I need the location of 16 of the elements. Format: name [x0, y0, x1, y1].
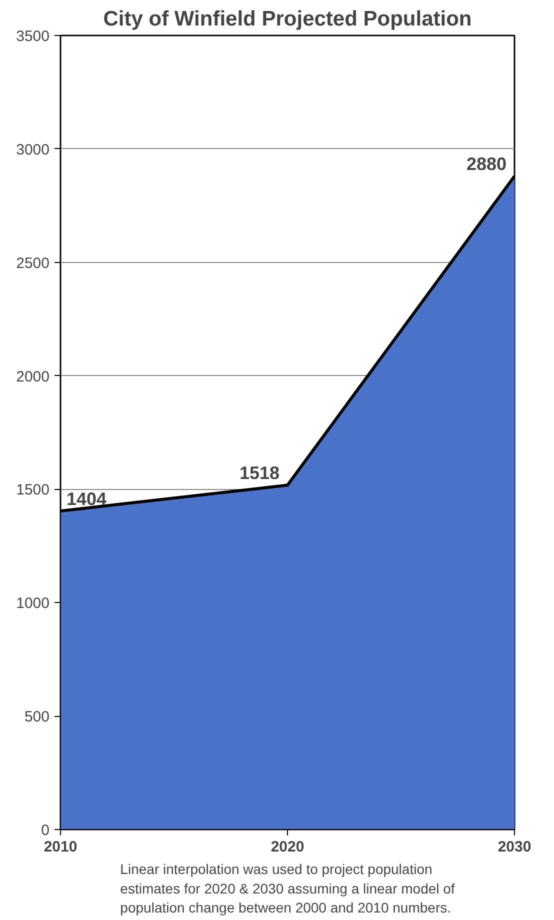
y-tick-label: 1500: [16, 482, 50, 499]
y-tick-label: 0: [41, 822, 50, 839]
chart-title: City of Winfield Projected Population: [103, 8, 472, 30]
y-tick-label: 2000: [16, 368, 50, 386]
y-tick-label: 500: [24, 708, 50, 726]
data-label: 2880: [466, 154, 507, 174]
y-tick-label: 3000: [16, 141, 50, 158]
x-tick-label: 2020: [270, 838, 304, 856]
x-tick-label: 2030: [498, 838, 532, 856]
y-tick-label: 3500: [16, 28, 50, 45]
text: Linear interpolation was used to project population estimates for 2020 & 2030 assuming a linear model of population change between 2000 and 2010 numbers.: [120, 861, 455, 916]
data-label: 1518: [239, 463, 280, 484]
y-tick-label: 2500: [16, 254, 50, 272]
data-label: 1404: [66, 488, 107, 509]
y-tick-label: 1000: [16, 595, 50, 612]
x-tick-label: 2010: [44, 838, 78, 856]
